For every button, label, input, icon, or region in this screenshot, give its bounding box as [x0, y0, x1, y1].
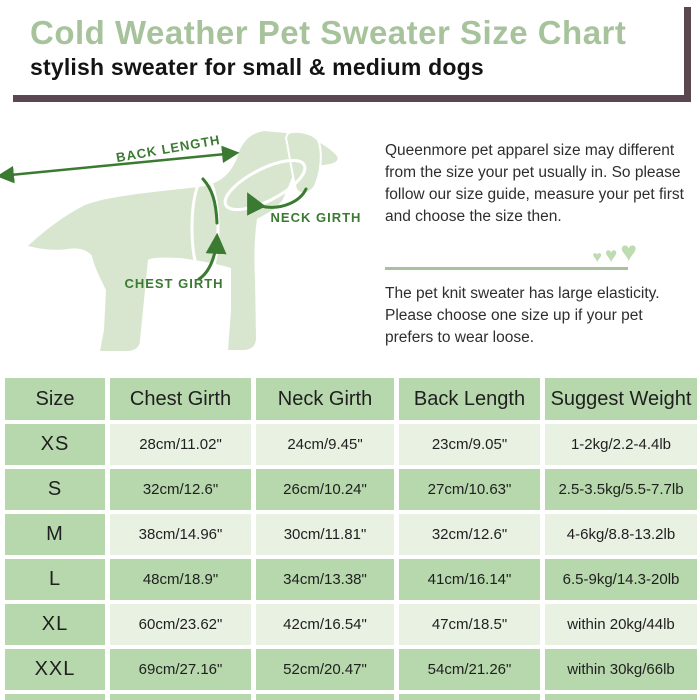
clipped-cell — [545, 694, 697, 700]
dog-diagram-svg: BACK LENGTH NECK GIRTH CHEST GIRTH — [0, 130, 362, 351]
back-length-arrow — [0, 145, 240, 184]
dog-measurement-diagram: BACK LENGTH NECK GIRTH CHEST GIRTH — [0, 105, 380, 375]
sizing-note: Queenmore pet apparel size may different… — [385, 142, 684, 225]
table-row-xs: XS 28cm/11.02" 24cm/9.45" 23cm/9.05" 1-2… — [5, 424, 697, 465]
hearts-decoration: ♥ ♥ ♥ — [385, 236, 685, 267]
suggest-weight-value: 1-2kg/2.2-4.4lb — [545, 424, 697, 465]
size-table: Size Chest Girth Neck Girth Back Length … — [5, 378, 697, 700]
clipped-cell — [5, 694, 105, 700]
page-title: Cold Weather Pet Sweater Size Chart — [30, 14, 627, 51]
neck-girth-arc — [247, 187, 308, 216]
clipped-cell — [399, 694, 540, 700]
table-row-l: L 48cm/18.9" 34cm/13.38" 41cm/16.14" 6.5… — [5, 559, 697, 600]
neck-girth-value: 34cm/13.38" — [256, 559, 394, 600]
dog-silhouette — [28, 131, 338, 351]
elasticity-note: The pet knit sweater has large elasticit… — [385, 285, 660, 346]
size-label: M — [5, 514, 105, 555]
neck-girth-label: NECK GIRTH — [271, 210, 362, 225]
column-header-neck-girth: Neck Girth — [256, 378, 394, 420]
clipped-cell — [256, 694, 394, 700]
back-length-value: 41cm/16.14" — [399, 559, 540, 600]
back-length-value: 23cm/9.05" — [399, 424, 540, 465]
size-label: XXL — [5, 649, 105, 690]
suggest-weight-value: 6.5-9kg/14.3-20lb — [545, 559, 697, 600]
table-row-xl: XL 60cm/23.62" 42cm/16.54" 47cm/18.5" wi… — [5, 604, 697, 645]
table-row-xxl: XXL 69cm/27.16" 52cm/20.47" 54cm/21.26" … — [5, 649, 697, 690]
neck-girth-value: 52cm/20.47" — [256, 649, 394, 690]
column-header-chest-girth: Chest Girth — [110, 378, 251, 420]
size-label: L — [5, 559, 105, 600]
neck-girth-value: 24cm/9.45" — [256, 424, 394, 465]
size-label: XL — [5, 604, 105, 645]
header-banner: Cold Weather Pet Sweater Size Chart styl… — [6, 0, 684, 95]
heart-icon: ♥ — [592, 249, 602, 266]
size-label: S — [5, 469, 105, 510]
chest-girth-value: 32cm/12.6" — [110, 469, 251, 510]
neck-girth-value: 42cm/16.54" — [256, 604, 394, 645]
neck-girth-value: 26cm/10.24" — [256, 469, 394, 510]
heart-icon: ♥ — [620, 236, 637, 267]
suggest-weight-value: within 30kg/66lb — [545, 649, 697, 690]
back-length-value: 27cm/10.63" — [399, 469, 540, 510]
back-length-value: 54cm/21.26" — [399, 649, 540, 690]
back-length-value: 32cm/12.6" — [399, 514, 540, 555]
info-panel: Queenmore pet apparel size may different… — [385, 140, 685, 349]
chest-girth-value: 48cm/18.9" — [110, 559, 251, 600]
table-row-clipped — [5, 694, 697, 700]
chest-girth-value: 60cm/23.62" — [110, 604, 251, 645]
suggest-weight-value: within 20kg/44lb — [545, 604, 697, 645]
suggest-weight-value: 2.5-3.5kg/5.5-7.7lb — [545, 469, 697, 510]
chest-girth-arc — [197, 232, 227, 281]
column-header-size: Size — [5, 378, 105, 420]
heart-icon: ♥ — [604, 244, 618, 267]
neck-girth-ellipse — [223, 158, 307, 212]
page-subtitle: stylish sweater for small & medium dogs — [30, 53, 484, 80]
table-row-m: M 38cm/14.96" 30cm/11.81" 32cm/12.6" 4-6… — [5, 514, 697, 555]
back-length-value: 47cm/18.5" — [399, 604, 540, 645]
neck-girth-value: 30cm/11.81" — [256, 514, 394, 555]
table-header-row: Size Chest Girth Neck Girth Back Length … — [5, 378, 697, 420]
table-row-s: S 32cm/12.6" 26cm/10.24" 27cm/10.63" 2.5… — [5, 469, 697, 510]
column-header-back-length: Back Length — [399, 378, 540, 420]
suggest-weight-value: 4-6kg/8.8-13.2lb — [545, 514, 697, 555]
clipped-cell — [110, 694, 251, 700]
column-header-suggest-weight: Suggest Weight — [545, 378, 697, 420]
chest-girth-label: CHEST GIRTH — [124, 276, 223, 291]
chest-girth-value: 28cm/11.02" — [110, 424, 251, 465]
chest-girth-value: 38cm/14.96" — [110, 514, 251, 555]
size-label: XS — [5, 424, 105, 465]
chest-girth-value: 69cm/27.16" — [110, 649, 251, 690]
divider-line — [385, 267, 628, 270]
